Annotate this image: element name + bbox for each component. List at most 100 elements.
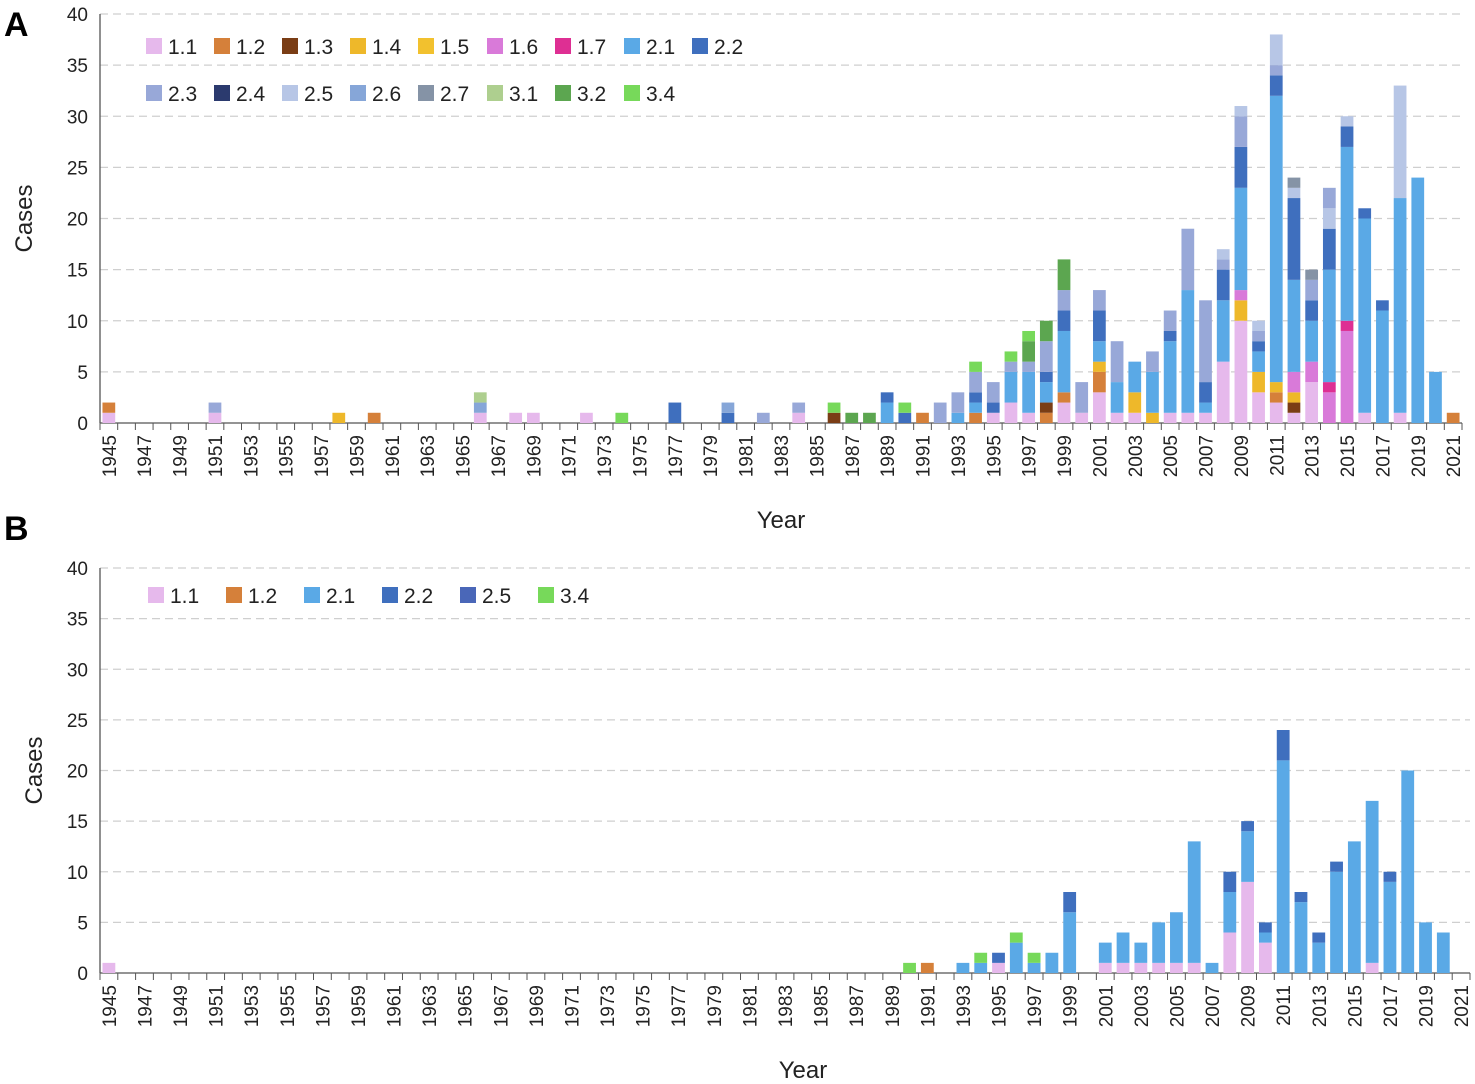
bar-segment-1986-3-4 [827,402,841,413]
x-tick-label: 1951 [206,435,227,477]
x-tick-label: 1955 [277,435,298,477]
x-tick-label: 1965 [454,435,475,477]
x-tick-label: 1967 [491,985,512,1027]
x-tick-label: 2001 [1090,435,1111,477]
y-tick-label: 20 [67,210,88,231]
legend-swatch-1-2 [226,587,242,603]
bar-segment-2014-2-2 [1322,228,1336,270]
y-tick-label: 35 [67,610,88,631]
bar-segment-2006-1-1 [1187,962,1201,973]
y-tick-label: 25 [67,711,88,732]
legend-label: 1.2 [248,585,277,608]
x-tick-label: 2005 [1161,435,1182,477]
x-tick-label: 2003 [1126,435,1147,477]
bar-segment-1997-2-3 [1022,361,1036,372]
bar-segment-2014-2-2 [1330,861,1343,872]
bar-segment-2016-2-1 [1365,800,1379,963]
bar-segment-2015-1-7 [1340,320,1354,331]
y-tick-label: 20 [67,762,88,783]
x-tick-label: 1989 [878,435,899,477]
bar-segment-1991-1-2 [920,962,934,973]
bar-segment-2017-2-2 [1376,300,1389,311]
bar-segment-2002-2-1 [1116,932,1130,963]
bar-segment-2013-2-3 [1305,279,1319,301]
bar-segment-1997-1-1 [1022,412,1036,423]
x-tick-label: 1989 [883,985,904,1027]
bar-segment-2005-2-2 [1163,330,1177,342]
bar-segment-1994-2-1 [969,402,982,413]
bar-segment-2012-2-5 [1287,187,1301,199]
x-tick-label: 1965 [456,985,477,1027]
bar-segment-1999-2-3 [1057,290,1071,311]
bar-segment-2009-2-2 [1234,146,1248,188]
bar-segment-2005-2-3 [1163,310,1177,331]
y-axis-title: Cases [21,736,48,804]
bar-segment-1993-2-3 [951,392,965,413]
bar-segment-2011-2-2 [1269,75,1283,96]
bar-segment-2012-2-1 [1294,902,1308,973]
y-tick-label: 5 [77,363,88,384]
bar-segment-1995-2-2 [986,402,1000,413]
bar-segment-1997-2-1 [1027,962,1041,973]
x-tick-label: 1973 [595,435,616,477]
bar-segment-1995-2-3 [986,382,1000,403]
bar-segment-1994-2-1 [974,962,988,973]
x-tick-label: 2021 [1452,985,1473,1027]
bar-segment-2010-2-5 [1252,320,1265,331]
bar-segment-1996-3-4 [1004,351,1018,362]
bar-segment-2012-1-6 [1287,371,1301,393]
bar-segment-2007-2-1 [1205,962,1219,973]
x-tick-label: 2019 [1409,435,1430,477]
y-tick-label: 10 [67,863,88,884]
x-tick-label: 2003 [1132,985,1153,1027]
x-tick-label: 1993 [949,435,970,477]
bar-segment-2014-1-7 [1322,382,1336,393]
bar-segment-2014-1-6 [1322,392,1336,423]
y-tick-label: 15 [67,812,88,833]
bar-segment-1995-2-2 [992,952,1005,963]
bar-segment-2014-2-5 [1322,208,1336,229]
x-tick-label: 2013 [1303,435,1324,477]
bar-segment-2015-1-6 [1340,330,1354,423]
bar-segment-2001-1-4 [1093,361,1106,372]
y-tick-label: 0 [77,964,88,985]
legend-label: 2.1 [326,585,355,608]
bar-segment-1990-3-4 [903,962,916,973]
panel-label: A [4,6,29,44]
bar-segment-1980-2-2 [721,412,735,423]
panel-b-chart: B 0 5 10 15 20 25 30 35 40 1945 1947 1949 1951 1953 195… [4,510,1473,1084]
bar-segment-2015-2-5 [1340,116,1354,127]
bar-segment-1996-2-1 [1009,942,1023,973]
bar-segment-2009-2-5 [1234,106,1248,117]
bar-segment-1984-1-1 [792,412,806,423]
x-tick-label: 1975 [630,435,651,477]
bar-segment-1972-1-1 [580,412,593,423]
legend-swatch-3-4 [624,85,640,101]
bar-segment-1987-3-2 [845,412,859,423]
bar-segment-2007-1-1 [1199,412,1212,423]
x-tick-label: 1963 [418,435,439,477]
bar-segment-1998-1-2 [1039,412,1053,423]
x-tick-label: 2011 [1274,985,1295,1026]
bar-segment-1999-3-2 [1057,259,1071,291]
x-tick-label: 1957 [313,985,334,1027]
legend-swatch-1-3 [282,38,298,54]
legend-label: 2.4 [236,83,266,106]
bar-segment-1990-2-2 [898,412,912,423]
bar-segment-1999-1-1 [1057,402,1071,423]
legend-swatch-2-6 [350,85,366,101]
y-tick-label: 0 [77,414,88,435]
legend-label: 2.2 [714,36,743,59]
x-tick-label: 1987 [843,435,864,477]
x-tick-label: 1999 [1061,985,1082,1027]
legend-swatch-2-5 [460,587,476,603]
bar-segment-2009-1-1 [1241,881,1255,973]
bar-segment-1999-2-1 [1063,912,1077,973]
x-tick-label: 1995 [990,985,1011,1027]
legend-label: 1.7 [577,36,606,59]
legend-swatch-2-3 [146,85,162,101]
bar-segment-2012-1-1 [1287,412,1301,423]
bar-segment-2010-2-1 [1252,351,1265,372]
x-tick-label: 1977 [669,985,690,1027]
bar-segment-2008-2-1 [1216,300,1230,362]
